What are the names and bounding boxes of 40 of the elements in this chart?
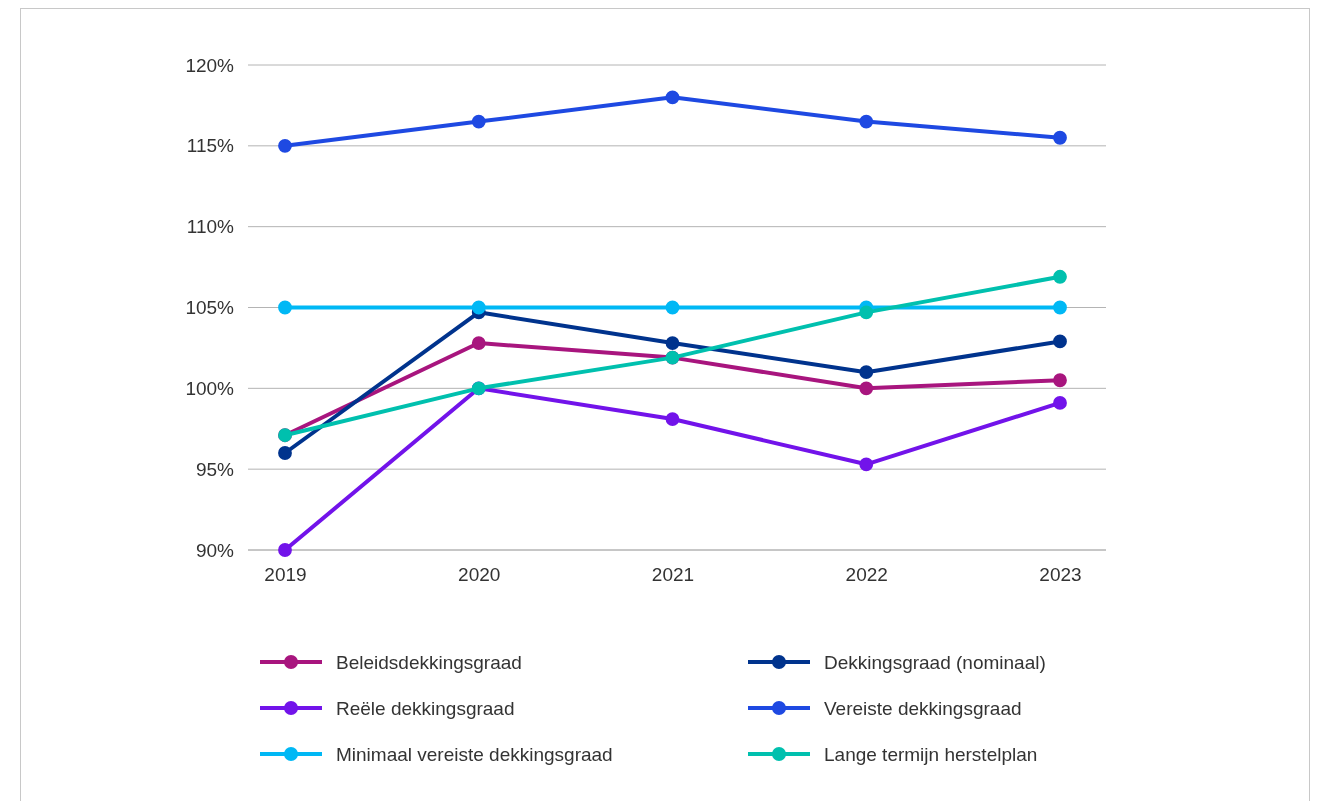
point [859, 365, 874, 380]
x-tick-label: 2020 [458, 564, 501, 586]
y-tick-label: 95% [195, 458, 235, 480]
legend-label: Lange termijn herstelplan [824, 743, 1038, 765]
point [859, 114, 874, 129]
point [1053, 395, 1067, 410]
y-tick-label: 115% [186, 135, 235, 157]
point [471, 300, 486, 315]
point [1053, 300, 1067, 315]
point [1053, 373, 1067, 388]
point [1053, 269, 1067, 284]
legend-label: Dekkingsgraad (nominaal) [824, 651, 1046, 673]
point [665, 90, 680, 105]
x-tick-label: 2023 [1039, 564, 1082, 586]
legend-label: Minimaal vereiste dekkingsgraad [336, 743, 613, 765]
x-tick-label: 2021 [651, 564, 695, 586]
point [471, 336, 486, 350]
point [1053, 334, 1067, 349]
point [665, 336, 680, 350]
point [278, 138, 292, 153]
y-tick-label: 120% [185, 54, 235, 76]
point [665, 300, 680, 315]
point [278, 446, 292, 460]
point [278, 543, 292, 557]
x-tick-label: 2022 [845, 564, 888, 586]
point [859, 381, 874, 396]
point [278, 300, 292, 315]
point [859, 457, 874, 472]
point [471, 114, 486, 129]
y-tick-label: 105% [185, 297, 235, 319]
y-tick-label: 110% [186, 216, 235, 238]
legend-label: Reële dekkingsgraad [336, 697, 515, 719]
point [1053, 130, 1067, 145]
legend-label: Vereiste dekkingsgraad [824, 697, 1022, 719]
legend-label: Beleidsdekkingsgraad [336, 651, 522, 673]
y-tick-label: 100% [185, 377, 235, 399]
y-tick-label: 90% [195, 539, 235, 561]
point [859, 305, 874, 320]
point [665, 412, 680, 426]
x-tick-label: 2019 [264, 564, 307, 586]
